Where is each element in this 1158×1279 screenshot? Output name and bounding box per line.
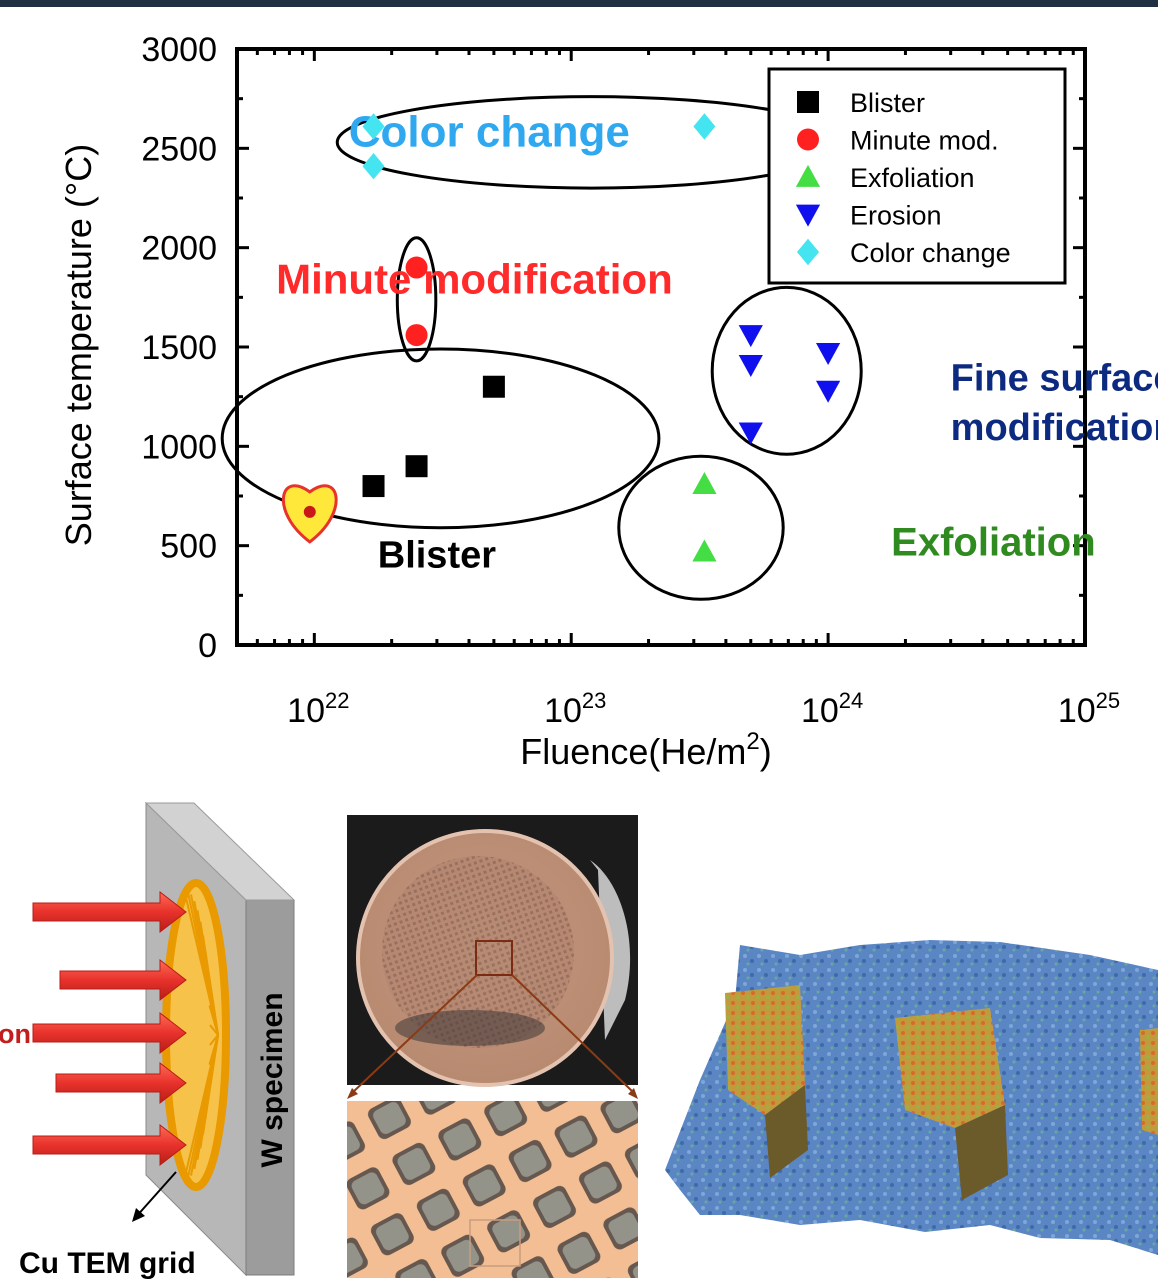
data-point-diamond xyxy=(693,113,716,140)
data-point-triangle-down xyxy=(738,354,763,377)
y-axis-title: Surface temperature (°C) xyxy=(58,144,99,547)
data-point-triangle-down xyxy=(738,325,763,348)
specimen-label: W specimen xyxy=(256,992,289,1167)
legend-marker xyxy=(797,128,819,151)
ion-beam-arrows xyxy=(32,890,187,1167)
grid-mesh-line xyxy=(183,1034,219,1182)
y-tick-label: 2000 xyxy=(141,230,217,268)
grid-mesh-area xyxy=(382,856,574,1048)
legend-entry: Color change xyxy=(850,238,1011,268)
w-plate-top xyxy=(144,802,296,901)
y-tick-label: 1000 xyxy=(141,428,217,466)
grid-pointer-line xyxy=(134,1171,177,1219)
top-border-bar xyxy=(0,0,1158,7)
legend-entry: Exfoliation xyxy=(850,163,975,193)
zoom-line-left xyxy=(351,974,478,1094)
region-label: Exfoliation xyxy=(891,521,1095,565)
region-ellipse xyxy=(395,236,438,363)
ion-beam-arrow xyxy=(32,1123,187,1167)
ion-beam-arrow xyxy=(59,958,187,1002)
data-point-diamond xyxy=(362,113,385,140)
zoom-line-right xyxy=(511,974,635,1094)
x-axis-title: Fluence(He/m2) xyxy=(520,728,771,772)
experiment-figures: on W specimen Cu TEM grid xyxy=(0,801,1158,1279)
legend-marker xyxy=(795,164,821,187)
region-label: Color change xyxy=(349,107,630,156)
legend-marker xyxy=(797,238,819,266)
region-label: Minute modification xyxy=(276,255,673,302)
x-tick-label: 1022 xyxy=(287,688,349,730)
cu-grid-mesh-lines xyxy=(183,888,219,1182)
data-point-square xyxy=(362,475,385,498)
legend-entry: Blister xyxy=(850,88,925,118)
x-tick-label: 1023 xyxy=(544,688,606,730)
y-tick-label: 2500 xyxy=(141,130,217,168)
region-ellipse xyxy=(220,347,661,530)
data-point-square xyxy=(482,375,505,398)
specimen-schematic: on W specimen Cu TEM grid xyxy=(0,801,296,1279)
legend-entry: Minute mod. xyxy=(850,126,999,156)
y-tick-label: 3000 xyxy=(141,31,217,69)
x-tick-label: 1025 xyxy=(1058,688,1120,730)
x-tick-label: 1024 xyxy=(801,688,863,730)
data-point-triangle-down xyxy=(738,422,763,445)
region-label: Fine surface modification xyxy=(951,358,1158,449)
grid-mesh-line xyxy=(209,1024,219,1036)
legend-entry: Erosion xyxy=(850,201,942,231)
data-point-diamond xyxy=(362,153,385,180)
ion-beam-arrow xyxy=(55,1061,187,1105)
data-point-circle xyxy=(405,256,428,279)
surface-temperature-chart: 0 500 1000 1500 2000 2500 3000 1022 1023 1024 1025… xyxy=(58,31,1158,772)
region-ellipse xyxy=(617,454,785,601)
grid-zoom-photo xyxy=(347,1101,638,1278)
grid-pointer-head xyxy=(132,1208,145,1222)
data-point-triangle-down xyxy=(816,380,841,403)
zoom-region-box xyxy=(475,940,513,976)
grid-label: Cu TEM grid xyxy=(19,1247,196,1279)
data-point-square xyxy=(405,455,428,478)
y-tick-label: 500 xyxy=(160,528,217,566)
data-point-circle xyxy=(405,324,428,347)
legend-marker xyxy=(795,204,821,227)
grid-mesh-line xyxy=(208,1005,219,1036)
y-tick-label: 0 xyxy=(198,627,217,665)
ion-beam-arrow xyxy=(32,1011,187,1055)
surface-3d-rendering xyxy=(665,940,1158,1255)
ion-beam-arrow xyxy=(32,890,187,934)
data-point-triangle-down xyxy=(816,343,841,366)
region-ellipse xyxy=(710,285,863,456)
legend-marker xyxy=(797,91,819,113)
region-label: Blister xyxy=(378,535,496,577)
grid-photo xyxy=(347,815,638,1087)
data-point-triangle-up xyxy=(692,471,717,494)
beam-label: on xyxy=(0,1019,31,1049)
y-tick-label: 1500 xyxy=(141,329,217,367)
data-point-triangle-up xyxy=(692,539,717,562)
heart-marker-dot xyxy=(303,505,316,518)
